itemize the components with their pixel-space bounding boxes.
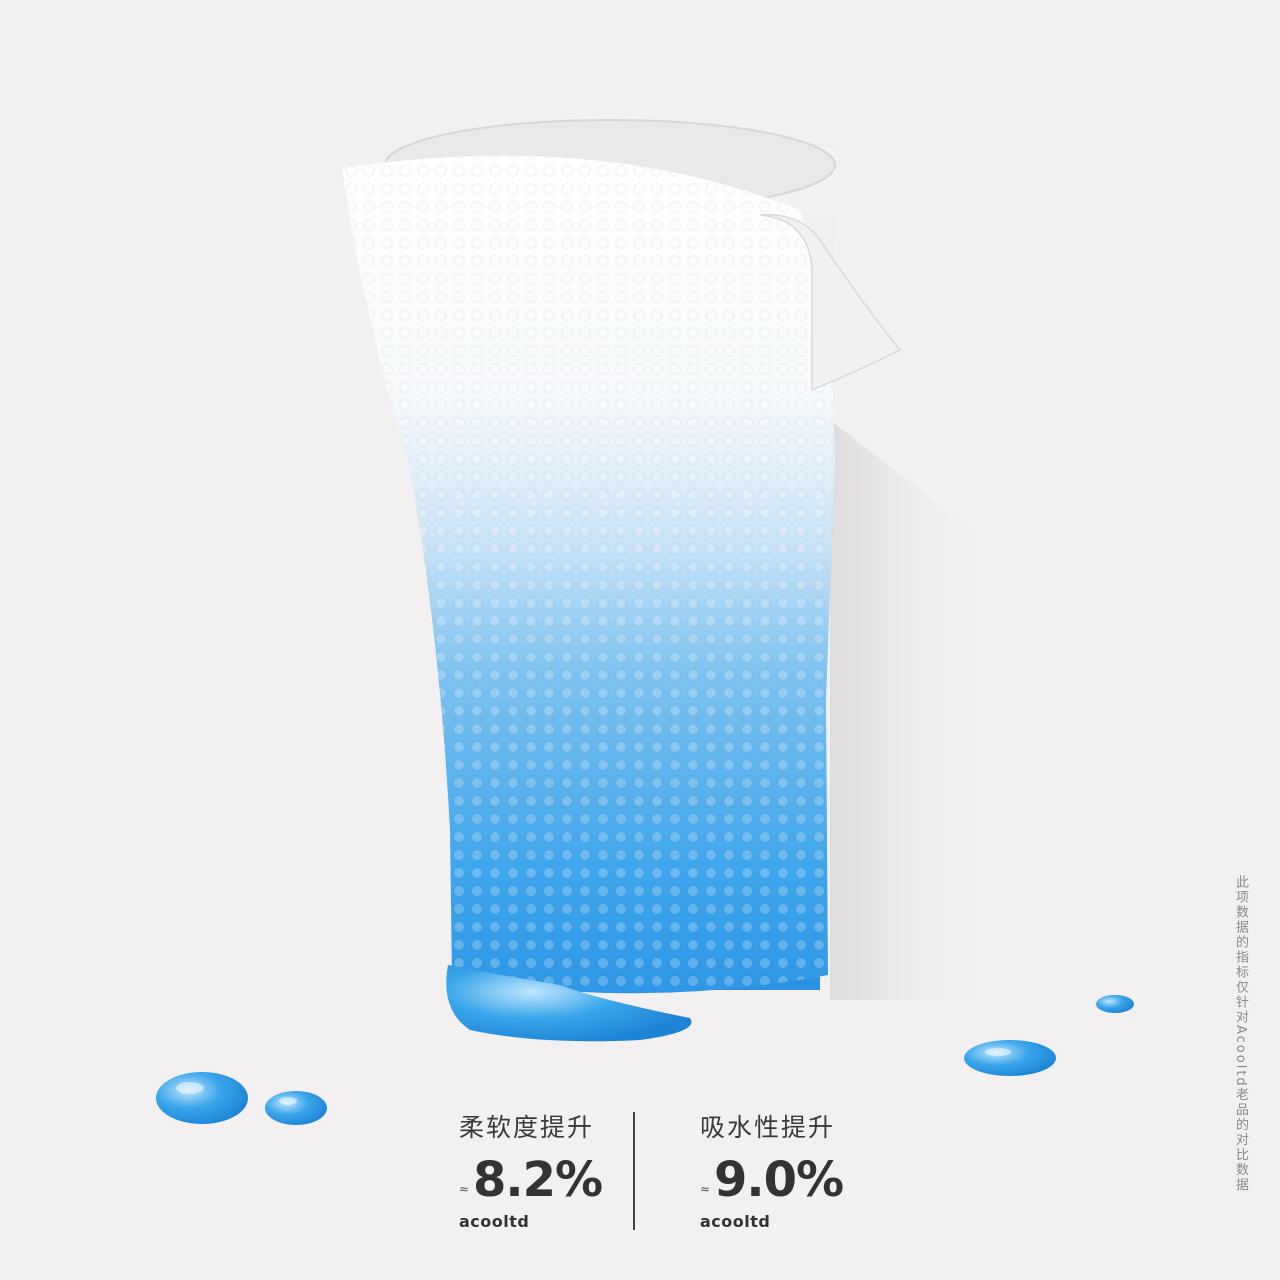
stat-value: 8.2% [473,1152,603,1208]
disclaimer-text: 此项数据的指标仅针对Acooltd老品的对比数据 [1233,875,1248,1193]
absorbency-stat: 吸水性提升 ≈ 9.0% acooltd [700,1108,900,1231]
towel-shadow [830,420,1010,1000]
softness-stat: 柔软度提升 ≈ 8.2% acooltd [459,1108,659,1231]
brand-label: acooltd [459,1212,530,1231]
towel-curled-corner [759,213,902,392]
water-droplet [156,1072,248,1124]
stat-label: 吸水性提升 [700,1113,836,1142]
stat-divider [633,1112,635,1230]
stat-label: 柔软度提升 [459,1113,595,1142]
approx-symbol: ≈ [700,1182,711,1196]
brand-label: acooltd [700,1212,771,1231]
stat-value: 9.0% [714,1152,844,1208]
water-droplet [265,1091,327,1125]
approx-symbol: ≈ [459,1182,470,1196]
water-puddle [446,965,692,1042]
water-droplet [1096,995,1134,1013]
water-droplet [964,1040,1056,1076]
